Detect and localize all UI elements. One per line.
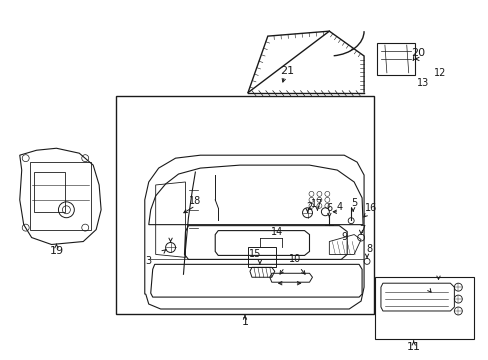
Text: 21: 21 — [280, 66, 294, 76]
Text: 10: 10 — [288, 255, 300, 264]
Text: 18: 18 — [189, 196, 201, 206]
Text: 13: 13 — [416, 78, 428, 88]
Bar — [30, 162, 91, 230]
Text: 3: 3 — [145, 256, 151, 266]
Text: 19: 19 — [49, 247, 63, 256]
Bar — [376, 43, 414, 75]
Bar — [247, 247, 275, 267]
Text: 8: 8 — [365, 244, 371, 255]
Text: 9: 9 — [341, 231, 346, 242]
Text: 12: 12 — [433, 68, 446, 78]
Text: 20: 20 — [411, 48, 425, 58]
Text: 4: 4 — [336, 202, 342, 212]
Text: 6: 6 — [325, 203, 332, 213]
Bar — [116, 96, 373, 314]
Bar — [34, 172, 65, 212]
Text: 14: 14 — [270, 226, 282, 237]
Bar — [374, 277, 473, 339]
Text: 16: 16 — [364, 203, 376, 213]
Text: 5: 5 — [350, 198, 357, 208]
Text: 15: 15 — [248, 249, 261, 260]
Text: 17: 17 — [310, 199, 323, 209]
Text: 11: 11 — [406, 342, 420, 352]
Text: 7: 7 — [358, 225, 365, 235]
Text: 2: 2 — [306, 202, 312, 212]
Text: 1: 1 — [241, 317, 248, 327]
